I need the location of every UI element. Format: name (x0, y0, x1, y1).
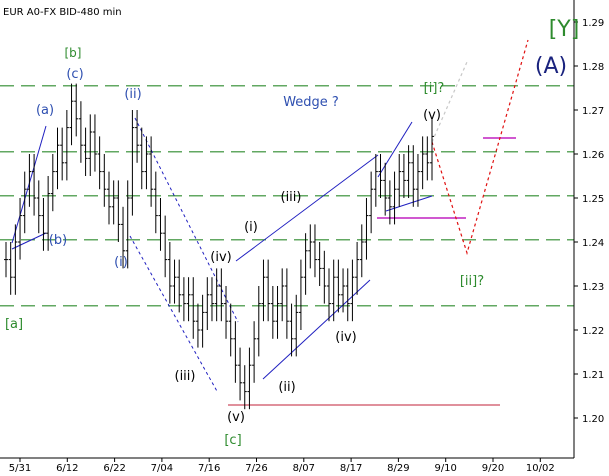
wave-label-20: (A) (535, 54, 567, 79)
wave-label-16: [i]? (424, 81, 445, 96)
price-bars (4, 83, 434, 410)
x-tick-label-1: 6/12 (56, 463, 78, 474)
y-axis: 1.20 1.21 1.22 1.23 1.24 1.25 1.26 1.27 1.28 1.29 (573, 0, 604, 458)
x-tick-label-4: 7/16 (198, 463, 220, 474)
wave-label-5: (i) (114, 255, 128, 270)
wave-label-15: Wedge ? (283, 95, 339, 110)
wave-label-8: (v) (227, 410, 245, 425)
wave-label-10: [c] (224, 433, 241, 448)
x-tick-label-5: 7/26 (245, 463, 267, 474)
chart-title: EUR A0-FX BID-480 min (3, 7, 122, 18)
small-wedge-upper (377, 121, 413, 178)
trendline-decline-dotted (134, 117, 239, 323)
x-tick-label-2: 6/22 (103, 463, 125, 474)
wave-label-12: (iii) (281, 190, 302, 205)
y-tick-label-4: 1.24 (582, 238, 604, 249)
wave-label-11: (i) (244, 220, 258, 235)
wave-label-17: (v) (423, 108, 441, 123)
y-tick-label-5: 1.25 (582, 194, 604, 205)
x-tick-label-7: 8/17 (340, 463, 362, 474)
projection-path (431, 39, 529, 256)
wave-label-14: (iv) (335, 330, 356, 345)
wave-label-3: (b) (49, 233, 67, 248)
x-tick-label-8: 8/29 (387, 463, 409, 474)
y-tick-label-7: 1.27 (582, 106, 604, 117)
wave-annotations: [b] (c) (a) (b) (ii) (i) (iii) (iv) (v) [a] [c] (i)… (5, 17, 579, 448)
wave-label-4: (ii) (124, 87, 141, 102)
wave-label-2: (a) (36, 103, 54, 118)
trendlines (11, 39, 529, 406)
x-tick-label-10: 9/20 (482, 463, 504, 474)
wave-label-13: (ii) (278, 380, 295, 395)
x-tick-label-3: 7/04 (151, 463, 173, 474)
y-tick-label-8: 1.28 (582, 62, 604, 73)
wave-label-7: (iv) (210, 250, 231, 265)
x-tick-label-9: 9/10 (434, 463, 456, 474)
x-tick-label-0: 5/31 (9, 463, 31, 474)
projection-alt (431, 61, 468, 143)
small-wedge-lower (385, 195, 433, 212)
wave-label-6: (iii) (175, 369, 196, 384)
x-axis: 5/31 6/12 6/22 7/04 7/16 7/26 8/07 8/17 8/29 9/10… (0, 457, 574, 474)
trendline-a-lower (11, 232, 47, 250)
x-tick-label-11: 10/02 (526, 463, 555, 474)
y-tick-label-2: 1.22 (582, 326, 604, 337)
y-tick-label-3: 1.23 (582, 282, 604, 293)
wave-label-19: [Y] (549, 17, 580, 42)
y-tick-label-1: 1.21 (582, 370, 604, 381)
wave-label-18: [ii]? (460, 274, 484, 289)
y-tick-label-6: 1.26 (582, 150, 604, 161)
wave-label-1: (c) (66, 67, 83, 82)
y-tick-label-9: 1.29 (582, 18, 604, 29)
x-tick-label-6: 8/07 (293, 463, 315, 474)
wave-label-0: [b] (65, 46, 82, 60)
wedge-upper-line (235, 154, 379, 262)
y-tick-label-0: 1.20 (582, 414, 604, 425)
wave-label-9: [a] (5, 317, 23, 332)
